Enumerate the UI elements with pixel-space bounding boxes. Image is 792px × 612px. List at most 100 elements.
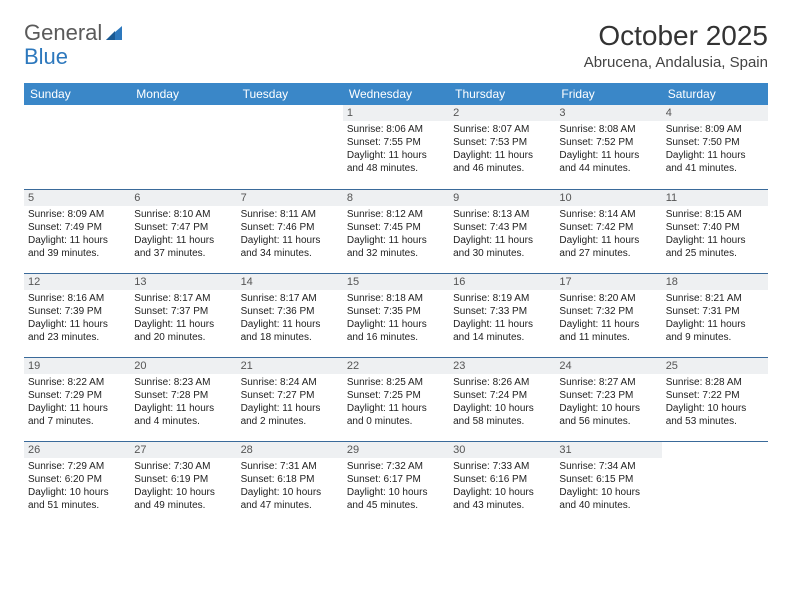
d2-line: and 41 minutes. xyxy=(666,162,764,175)
day-number: 24 xyxy=(555,358,661,374)
calendar-day-cell: 14Sunrise: 8:17 AMSunset: 7:36 PMDayligh… xyxy=(237,273,343,357)
calendar-day-cell xyxy=(237,105,343,189)
sunrise-line: Sunrise: 8:13 AM xyxy=(453,208,551,221)
day-number: 13 xyxy=(130,274,236,290)
sunset-line: Sunset: 7:47 PM xyxy=(134,221,232,234)
weekday-header: Thursday xyxy=(449,83,555,105)
calendar-day-cell xyxy=(130,105,236,189)
logo-text-blue: Blue xyxy=(24,44,68,70)
calendar-day-cell: 2Sunrise: 8:07 AMSunset: 7:53 PMDaylight… xyxy=(449,105,555,189)
calendar-day-cell: 22Sunrise: 8:25 AMSunset: 7:25 PMDayligh… xyxy=(343,357,449,441)
calendar-day-cell: 3Sunrise: 8:08 AMSunset: 7:52 PMDaylight… xyxy=(555,105,661,189)
d2-line: and 49 minutes. xyxy=(134,499,232,512)
d1-line: Daylight: 11 hours xyxy=(453,318,551,331)
sunrise-line: Sunrise: 8:17 AM xyxy=(241,292,339,305)
day-number: 30 xyxy=(449,442,555,458)
day-number: 5 xyxy=(24,190,130,206)
calendar-day-cell: 1Sunrise: 8:06 AMSunset: 7:55 PMDaylight… xyxy=(343,105,449,189)
logo-sail-icon xyxy=(104,24,124,42)
calendar-day-cell: 6Sunrise: 8:10 AMSunset: 7:47 PMDaylight… xyxy=(130,189,236,273)
d2-line: and 14 minutes. xyxy=(453,331,551,344)
sunset-line: Sunset: 6:15 PM xyxy=(559,473,657,486)
calendar-body: 1Sunrise: 8:06 AMSunset: 7:55 PMDaylight… xyxy=(24,105,768,525)
sunrise-line: Sunrise: 8:27 AM xyxy=(559,376,657,389)
sunset-line: Sunset: 7:45 PM xyxy=(347,221,445,234)
sunset-line: Sunset: 7:37 PM xyxy=(134,305,232,318)
sunrise-line: Sunrise: 7:32 AM xyxy=(347,460,445,473)
d2-line: and 11 minutes. xyxy=(559,331,657,344)
sunset-line: Sunset: 7:22 PM xyxy=(666,389,764,402)
day-number: 4 xyxy=(662,105,768,121)
sunset-line: Sunset: 7:46 PM xyxy=(241,221,339,234)
d2-line: and 58 minutes. xyxy=(453,415,551,428)
day-number: 31 xyxy=(555,442,661,458)
day-number: 9 xyxy=(449,190,555,206)
logo: General xyxy=(24,20,124,46)
d1-line: Daylight: 10 hours xyxy=(453,402,551,415)
calendar-day-cell: 20Sunrise: 8:23 AMSunset: 7:28 PMDayligh… xyxy=(130,357,236,441)
d2-line: and 37 minutes. xyxy=(134,247,232,260)
sunset-line: Sunset: 7:23 PM xyxy=(559,389,657,402)
d1-line: Daylight: 10 hours xyxy=(241,486,339,499)
sunset-line: Sunset: 7:55 PM xyxy=(347,136,445,149)
d2-line: and 30 minutes. xyxy=(453,247,551,260)
sunset-line: Sunset: 7:50 PM xyxy=(666,136,764,149)
d1-line: Daylight: 11 hours xyxy=(559,318,657,331)
day-number: 19 xyxy=(24,358,130,374)
day-number: 20 xyxy=(130,358,236,374)
sunrise-line: Sunrise: 7:30 AM xyxy=(134,460,232,473)
d2-line: and 4 minutes. xyxy=(134,415,232,428)
calendar-day-cell xyxy=(24,105,130,189)
calendar-day-cell: 17Sunrise: 8:20 AMSunset: 7:32 PMDayligh… xyxy=(555,273,661,357)
day-number: 6 xyxy=(130,190,236,206)
calendar-day-cell: 7Sunrise: 8:11 AMSunset: 7:46 PMDaylight… xyxy=(237,189,343,273)
sunset-line: Sunset: 7:29 PM xyxy=(28,389,126,402)
day-number: 15 xyxy=(343,274,449,290)
day-number: 3 xyxy=(555,105,661,121)
sunset-line: Sunset: 7:36 PM xyxy=(241,305,339,318)
sunset-line: Sunset: 7:27 PM xyxy=(241,389,339,402)
d1-line: Daylight: 10 hours xyxy=(666,402,764,415)
d1-line: Daylight: 11 hours xyxy=(134,234,232,247)
day-number: 23 xyxy=(449,358,555,374)
d2-line: and 56 minutes. xyxy=(559,415,657,428)
location-label: Abrucena, Andalusia, Spain xyxy=(584,54,768,71)
sunrise-line: Sunrise: 8:06 AM xyxy=(347,123,445,136)
day-number: 21 xyxy=(237,358,343,374)
header: General October 2025 Abrucena, Andalusia… xyxy=(24,20,768,71)
sunset-line: Sunset: 6:16 PM xyxy=(453,473,551,486)
d1-line: Daylight: 11 hours xyxy=(453,149,551,162)
d1-line: Daylight: 11 hours xyxy=(559,234,657,247)
calendar-day-cell: 5Sunrise: 8:09 AMSunset: 7:49 PMDaylight… xyxy=(24,189,130,273)
d1-line: Daylight: 11 hours xyxy=(666,234,764,247)
calendar-day-cell: 12Sunrise: 8:16 AMSunset: 7:39 PMDayligh… xyxy=(24,273,130,357)
sunset-line: Sunset: 7:39 PM xyxy=(28,305,126,318)
d1-line: Daylight: 11 hours xyxy=(666,149,764,162)
d2-line: and 48 minutes. xyxy=(347,162,445,175)
d1-line: Daylight: 11 hours xyxy=(241,234,339,247)
d1-line: Daylight: 11 hours xyxy=(347,402,445,415)
day-number: 25 xyxy=(662,358,768,374)
sunset-line: Sunset: 7:32 PM xyxy=(559,305,657,318)
sunrise-line: Sunrise: 8:09 AM xyxy=(28,208,126,221)
sunrise-line: Sunrise: 8:09 AM xyxy=(666,123,764,136)
sunrise-line: Sunrise: 8:21 AM xyxy=(666,292,764,305)
day-number: 17 xyxy=(555,274,661,290)
sunset-line: Sunset: 7:43 PM xyxy=(453,221,551,234)
weekday-header: Tuesday xyxy=(237,83,343,105)
sunset-line: Sunset: 7:31 PM xyxy=(666,305,764,318)
sunset-line: Sunset: 7:25 PM xyxy=(347,389,445,402)
sunset-line: Sunset: 7:28 PM xyxy=(134,389,232,402)
day-number: 26 xyxy=(24,442,130,458)
sunrise-line: Sunrise: 8:22 AM xyxy=(28,376,126,389)
sunset-line: Sunset: 7:24 PM xyxy=(453,389,551,402)
calendar-day-cell: 10Sunrise: 8:14 AMSunset: 7:42 PMDayligh… xyxy=(555,189,661,273)
d1-line: Daylight: 11 hours xyxy=(134,318,232,331)
month-title: October 2025 xyxy=(584,20,768,52)
day-number: 16 xyxy=(449,274,555,290)
d1-line: Daylight: 11 hours xyxy=(241,318,339,331)
calendar-day-cell: 15Sunrise: 8:18 AMSunset: 7:35 PMDayligh… xyxy=(343,273,449,357)
calendar-week-row: 12Sunrise: 8:16 AMSunset: 7:39 PMDayligh… xyxy=(24,273,768,357)
calendar-week-row: 5Sunrise: 8:09 AMSunset: 7:49 PMDaylight… xyxy=(24,189,768,273)
calendar-day-cell: 21Sunrise: 8:24 AMSunset: 7:27 PMDayligh… xyxy=(237,357,343,441)
